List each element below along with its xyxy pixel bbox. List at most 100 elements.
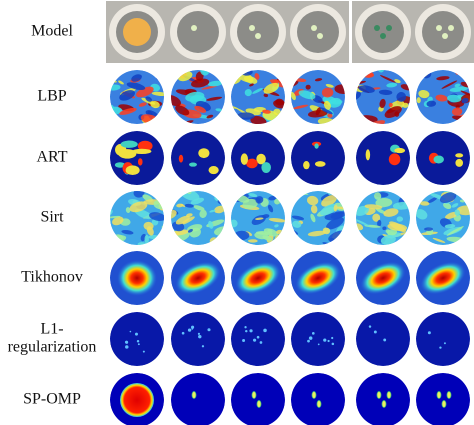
panel bbox=[291, 251, 345, 305]
row-label: L1- bbox=[40, 321, 63, 338]
blob bbox=[181, 331, 185, 335]
blob bbox=[455, 158, 464, 167]
blob bbox=[364, 204, 383, 210]
blob bbox=[132, 148, 152, 155]
blob bbox=[146, 226, 154, 236]
blob bbox=[214, 205, 225, 214]
blob bbox=[374, 192, 382, 200]
blob bbox=[314, 161, 326, 167]
blob bbox=[382, 226, 387, 231]
blob bbox=[295, 78, 307, 83]
reconstruction bbox=[356, 373, 410, 425]
panel bbox=[356, 191, 410, 245]
blob bbox=[356, 205, 369, 216]
blob bbox=[120, 140, 138, 148]
reconstruction bbox=[110, 191, 164, 245]
blob bbox=[378, 89, 393, 95]
blob bbox=[215, 108, 223, 112]
blob bbox=[360, 261, 406, 295]
row-label: Model bbox=[31, 23, 73, 40]
blob bbox=[263, 93, 269, 98]
panel bbox=[231, 251, 285, 305]
blob bbox=[432, 237, 446, 243]
background bbox=[356, 312, 410, 366]
blob bbox=[129, 330, 132, 333]
blob bbox=[435, 94, 448, 102]
panel bbox=[416, 131, 470, 185]
background bbox=[356, 373, 410, 425]
blob bbox=[254, 217, 264, 220]
blob bbox=[331, 342, 335, 346]
blob bbox=[117, 260, 157, 296]
blob bbox=[201, 85, 217, 90]
blob bbox=[291, 192, 309, 196]
reconstruction bbox=[231, 251, 285, 305]
blob bbox=[451, 107, 463, 116]
blob bbox=[386, 391, 392, 399]
blob bbox=[365, 149, 371, 161]
blob bbox=[145, 96, 153, 102]
panel bbox=[110, 312, 164, 366]
blob bbox=[142, 350, 145, 353]
blob bbox=[144, 234, 149, 244]
panel bbox=[412, 1, 474, 63]
blob bbox=[323, 100, 331, 110]
blob bbox=[356, 218, 370, 227]
blob bbox=[191, 328, 194, 330]
blob bbox=[383, 338, 387, 342]
blob bbox=[175, 215, 190, 225]
blob bbox=[200, 70, 210, 76]
blob bbox=[136, 339, 140, 343]
blob bbox=[175, 105, 190, 116]
blob bbox=[136, 86, 154, 98]
reconstruction bbox=[171, 70, 225, 124]
reconstruction bbox=[416, 191, 470, 245]
blob bbox=[110, 215, 121, 219]
blob bbox=[461, 97, 469, 104]
blob bbox=[292, 104, 309, 110]
blob bbox=[383, 208, 399, 217]
blob bbox=[377, 70, 385, 73]
blob bbox=[251, 214, 266, 226]
blob bbox=[373, 330, 377, 334]
row-label: regularization bbox=[8, 339, 97, 356]
reconstruction bbox=[416, 251, 470, 305]
blob bbox=[134, 332, 138, 336]
blob bbox=[125, 340, 129, 344]
panel bbox=[287, 1, 349, 63]
blob bbox=[184, 203, 194, 208]
blob bbox=[388, 153, 401, 166]
blob bbox=[451, 203, 459, 208]
blob bbox=[198, 148, 210, 159]
blob bbox=[441, 400, 447, 408]
reconstruction bbox=[291, 70, 345, 124]
blob bbox=[171, 88, 172, 92]
blob bbox=[468, 79, 470, 88]
blob bbox=[148, 235, 160, 240]
reconstruction bbox=[291, 131, 345, 185]
blob bbox=[303, 161, 310, 170]
blob bbox=[199, 209, 207, 219]
blob bbox=[402, 102, 409, 108]
blob bbox=[327, 113, 333, 118]
blob bbox=[126, 82, 146, 91]
blob bbox=[151, 91, 164, 96]
reconstruction bbox=[416, 131, 470, 185]
blob bbox=[121, 229, 134, 235]
blob bbox=[171, 95, 182, 107]
blob bbox=[456, 205, 470, 216]
blob bbox=[388, 102, 393, 108]
blob bbox=[436, 391, 442, 399]
blob bbox=[394, 79, 401, 84]
object bbox=[255, 33, 261, 39]
panel bbox=[110, 373, 164, 425]
blob bbox=[331, 336, 334, 340]
blob bbox=[436, 76, 450, 81]
blob bbox=[427, 331, 431, 335]
blob bbox=[386, 82, 398, 88]
blob bbox=[207, 328, 211, 332]
blob bbox=[387, 223, 408, 231]
blob bbox=[416, 97, 421, 104]
blob bbox=[333, 204, 338, 212]
reconstruction bbox=[231, 131, 285, 185]
